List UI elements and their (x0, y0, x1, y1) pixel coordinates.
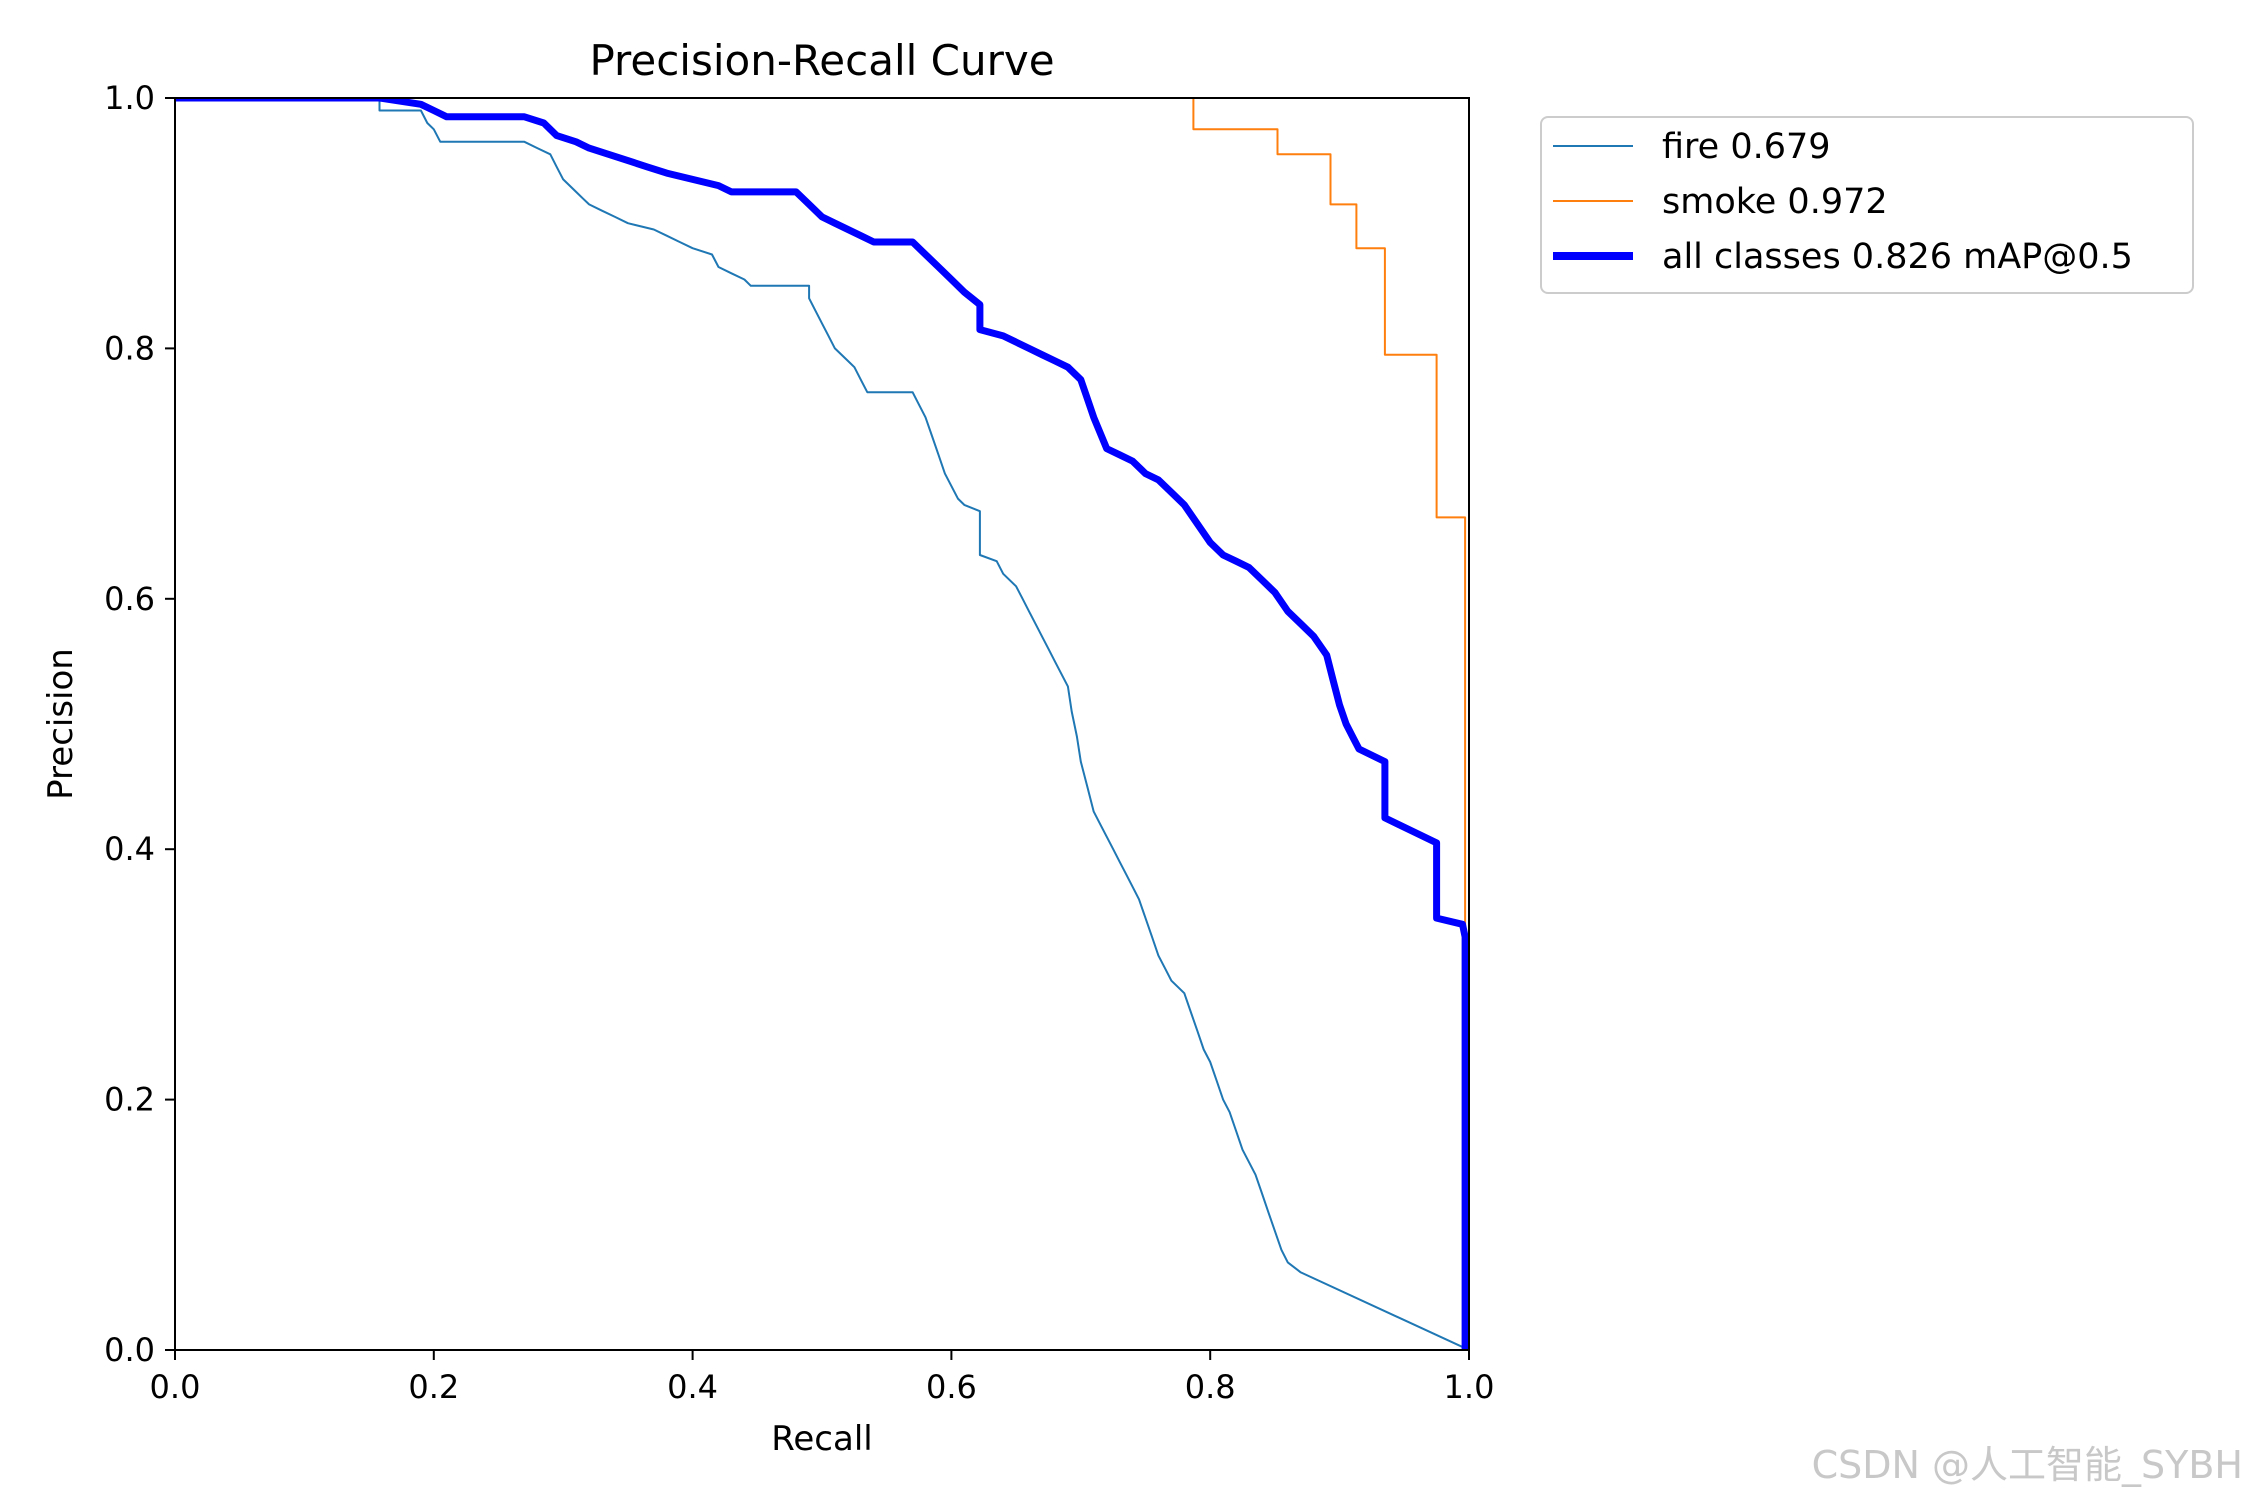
x-tick-label: 1.0 (1444, 1368, 1495, 1406)
series-line-fire (175, 98, 1469, 1350)
x-tick-label: 0.8 (1185, 1368, 1236, 1406)
legend: fire 0.679 smoke 0.972 all classes 0.826… (1540, 116, 2194, 294)
y-axis-ticks: 0.0 0.2 0.4 0.6 0.8 1.0 (104, 79, 175, 1369)
x-tick-label: 0.2 (408, 1368, 459, 1406)
y-tick-label: 0.6 (104, 580, 155, 618)
x-tick-label: 0.0 (150, 1368, 201, 1406)
series-line-smoke (1192, 98, 1467, 1350)
watermark: CSDN @人工智能_SYBH (1812, 1443, 2243, 1487)
x-axis-label: Recall (771, 1419, 872, 1459)
y-axis-label: Precision (41, 648, 81, 800)
x-axis-ticks: 0.0 0.2 0.4 0.6 0.8 1.0 (150, 1350, 1495, 1406)
y-tick-label: 0.0 (104, 1331, 155, 1369)
legend-box (1540, 116, 2194, 294)
y-tick-label: 1.0 (104, 79, 155, 117)
legend-label-smoke: smoke 0.972 (1662, 182, 1888, 222)
legend-label-all-classes: all classes 0.826 mAP@0.5 (1662, 237, 2133, 277)
y-tick-label: 0.8 (104, 329, 155, 367)
y-tick-label: 0.2 (104, 1081, 155, 1119)
series-group (175, 98, 1469, 1350)
series-line-all (175, 98, 1469, 1350)
x-tick-label: 0.4 (667, 1368, 718, 1406)
y-tick-label: 0.4 (104, 830, 155, 868)
x-tick-label: 0.6 (926, 1368, 977, 1406)
plot-frame (174, 97, 1470, 1351)
chart-title: Precision-Recall Curve (589, 36, 1054, 85)
legend-label-fire: fire 0.679 (1662, 127, 1831, 167)
